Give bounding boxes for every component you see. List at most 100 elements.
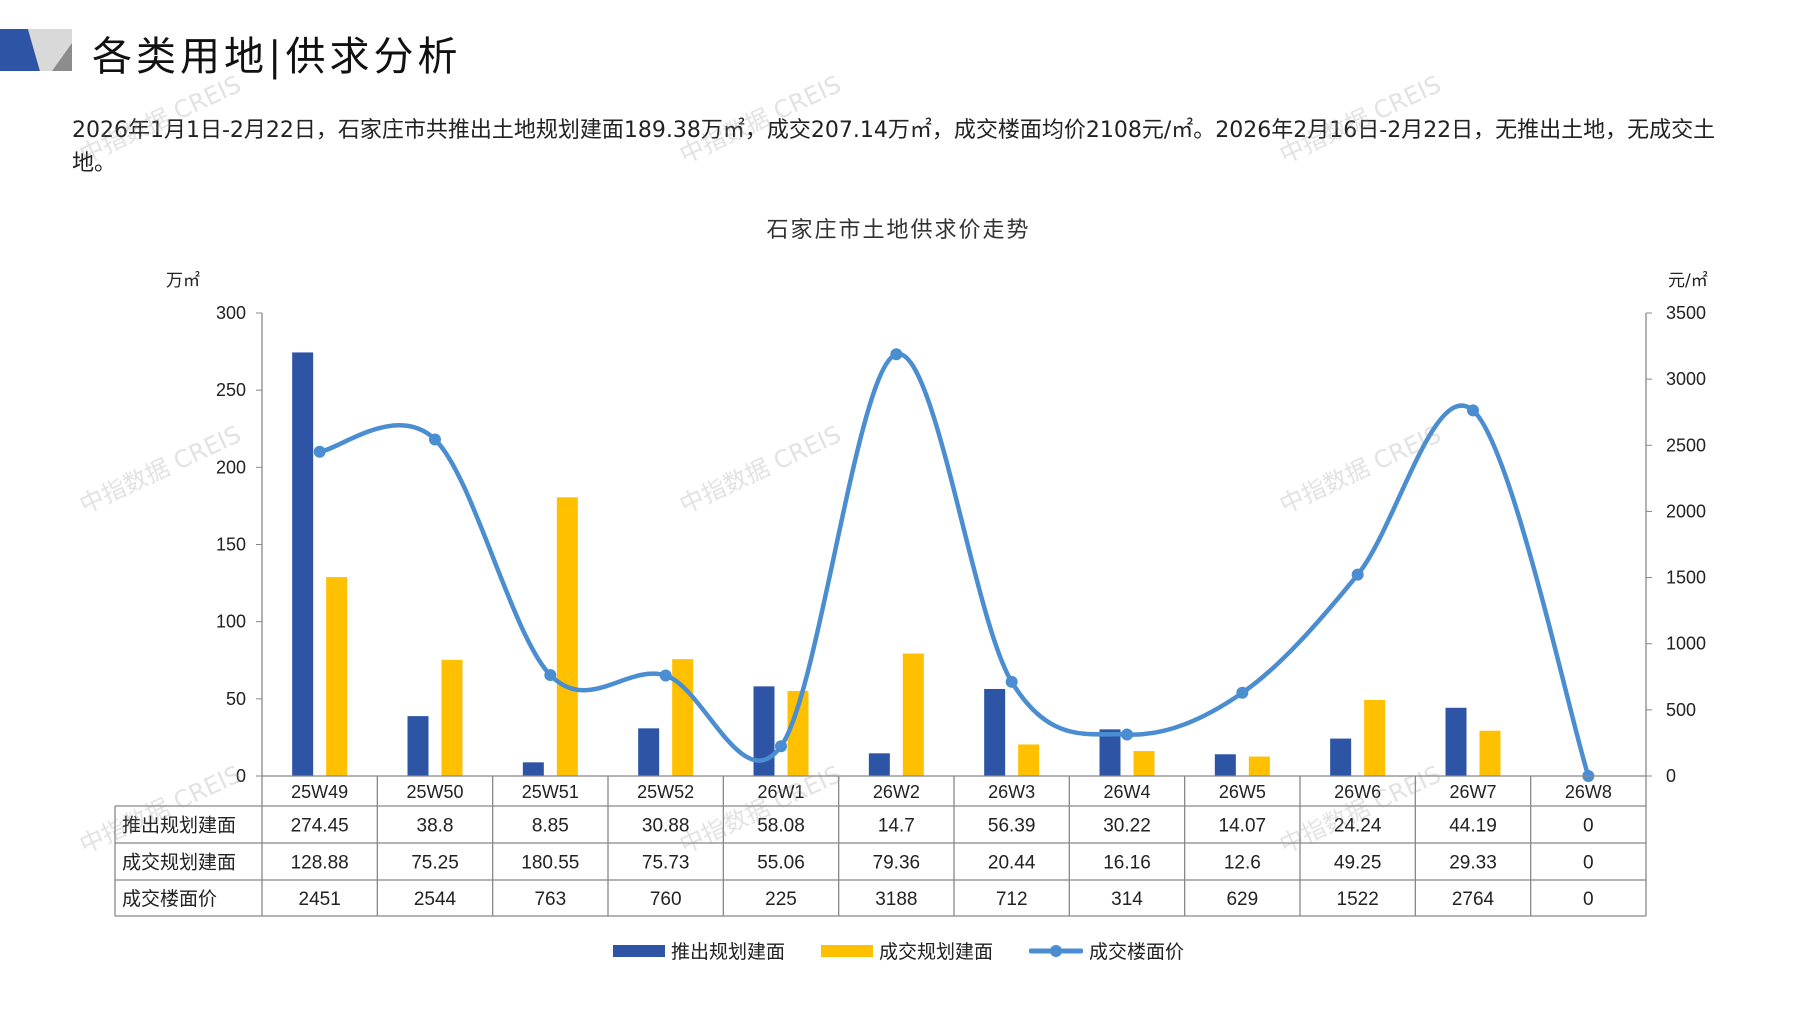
bar-deal [556,497,578,776]
price-point [890,348,903,361]
bar-supply [1099,729,1121,776]
table-cell: 56.39 [988,816,1036,837]
price-point [1005,675,1018,688]
chart-title: 石家庄市土地供求价走势 [766,218,1031,243]
category-label: 25W52 [637,782,694,802]
bar-supply [1214,754,1236,776]
table-cell: 30.88 [642,816,690,837]
category-label: 26W5 [1219,782,1266,802]
right-tick-label: 1000 [1666,634,1706,654]
legend-swatch-price [1029,944,1083,957]
category-label: 26W3 [988,782,1035,802]
bar-supply [1445,707,1467,776]
table-cell: 75.25 [411,853,459,874]
left-tick-label: 150 [216,535,246,555]
bar-supply [638,728,660,776]
price-point [1467,404,1479,417]
summary-text: 2026年1月1日-2月22日，石家庄市共推出土地规划建面189.38万㎡，成交… [72,118,1716,176]
price-point [659,669,672,682]
table-cell: 760 [650,889,682,910]
bar-deal [787,691,809,776]
bar-deal [1479,730,1501,776]
bar-deal [1364,699,1386,776]
table-cell: 14.07 [1219,816,1267,837]
table-cell: 314 [1111,889,1143,910]
bar-supply [984,688,1006,776]
category-label: 26W2 [873,782,920,802]
table-cell: 55.06 [757,853,805,874]
header-logo-icon [0,29,72,71]
table-cell: 29.33 [1449,853,1497,874]
legend-label: 成交规划建面 [878,941,993,963]
category-label: 26W8 [1565,782,1612,802]
category-label: 26W1 [757,782,804,802]
table-cell: 2764 [1452,889,1495,910]
right-tick-label: 0 [1666,766,1676,786]
category-label: 25W49 [291,782,348,802]
bar-supply [868,753,890,776]
right-tick-label: 500 [1666,700,1696,720]
right-tick-label: 2000 [1666,501,1706,521]
bar-supply [522,762,544,776]
table-cell: 225 [765,889,797,910]
table-cell: 12.6 [1224,853,1261,874]
left-tick-label: 0 [236,766,246,786]
table-cell: 44.19 [1449,816,1497,837]
table-cell: 0 [1583,889,1594,910]
table-cell: 274.45 [291,816,349,837]
table-row-label: 成交规划建面 [122,852,236,874]
bar-supply [753,686,775,776]
bar-supply [292,352,314,776]
category-label: 26W7 [1449,782,1496,802]
table-cell: 38.8 [417,816,454,837]
table-cell: 20.44 [988,853,1036,874]
page-title: 各类用地|供求分析 [92,34,462,80]
right-tick-label: 3000 [1666,369,1706,389]
price-point [429,433,441,446]
left-axis-unit: 万㎡ [166,271,200,291]
price-point [775,740,787,753]
table-row-label: 成交楼面价 [122,888,217,910]
right-tick-label: 2500 [1666,435,1706,455]
category-label: 26W6 [1334,782,1381,802]
table-cell: 128.88 [291,853,349,874]
table-cell: 0 [1583,853,1594,874]
table-cell: 2544 [414,889,457,910]
table-cell: 75.73 [642,853,690,874]
price-point [1121,728,1133,741]
bar-supply [407,716,429,776]
bar-deal [1133,751,1155,776]
bar-supply [1330,738,1352,776]
price-point [1236,686,1249,699]
legend-label: 成交楼面价 [1089,941,1185,963]
category-label: 25W50 [406,782,463,802]
left-tick-label: 200 [216,457,246,477]
table-cell: 1522 [1337,889,1379,910]
table-row-label: 推出规划建面 [122,815,236,837]
left-tick-label: 250 [216,380,246,400]
left-tick-label: 50 [226,689,246,709]
table-cell: 763 [534,889,566,910]
right-tick-label: 3500 [1666,303,1706,323]
price-point [1351,568,1364,581]
table-cell: 3188 [875,889,917,910]
table-cell: 49.25 [1334,853,1382,874]
legend: 推出规划建面 成交规划建面 成交楼面价 [0,937,1797,964]
table-cell: 629 [1226,889,1258,910]
table-cell: 2451 [299,889,341,910]
right-axis-unit: 元/㎡ [1668,271,1708,291]
table-cell: 16.16 [1103,853,1151,874]
table-cell: 30.22 [1103,816,1151,837]
bar-deal [441,659,463,776]
legend-item-deal: 成交规划建面 [820,937,993,964]
legend-item-supply: 推出规划建面 [612,937,785,964]
left-tick-label: 100 [216,612,246,632]
category-label: 26W4 [1103,782,1150,802]
price-line [319,352,1591,777]
table-cell: 8.85 [532,816,569,837]
bar-deal [1018,744,1040,776]
bar-deal [672,659,694,776]
right-tick-label: 1500 [1666,568,1706,588]
